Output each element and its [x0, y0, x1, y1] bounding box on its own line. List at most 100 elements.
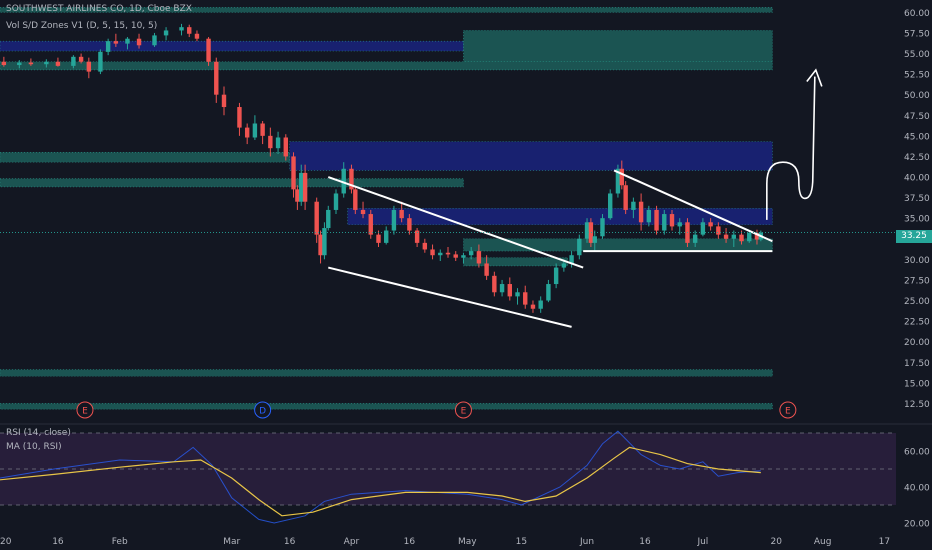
- candle-body-38: [349, 168, 354, 190]
- rsi-y-tick-label-1: 40.00: [904, 484, 930, 494]
- candle-body-72: [600, 218, 605, 237]
- sd-zone-11: [0, 403, 773, 410]
- rsi-y-tick-label-0: 60.00: [904, 448, 930, 458]
- candle-body-12: [136, 38, 142, 46]
- x-tick-label-11: Jul: [696, 537, 708, 547]
- sd-zone-10: [0, 369, 773, 377]
- y-tick-label-18: 15.00: [904, 379, 930, 389]
- y-tick-label-13: 27.50: [904, 276, 930, 286]
- sd-zone-4: [289, 141, 773, 171]
- sd-zone-border-8: [463, 238, 773, 252]
- sd-zone-5: [0, 152, 290, 163]
- x-tick-label-12: 20: [771, 537, 783, 547]
- candle-body-53: [461, 255, 466, 258]
- candle-body-48: [422, 242, 428, 250]
- x-tick-label-3: Mar: [223, 537, 240, 547]
- candle-body-76: [623, 185, 628, 210]
- candle-body-49: [430, 249, 435, 256]
- sd-zone-1: [0, 41, 464, 52]
- candle-body-68: [577, 238, 582, 256]
- candle-body-54: [468, 251, 474, 256]
- candle-body-30: [299, 172, 304, 202]
- candle-body-4: [55, 61, 61, 66]
- y-tick-label-12: 30.00: [904, 256, 930, 266]
- sd-zone-9: [463, 257, 568, 266]
- y-tick-label-17: 17.50: [904, 359, 930, 369]
- candle-body-91: [739, 234, 744, 242]
- x-tick-label-7: May: [458, 537, 477, 547]
- event-marker-0: [76, 401, 94, 419]
- candle-body-8: [98, 51, 103, 72]
- candle-body-77: [631, 201, 636, 210]
- candle-body-78: [638, 201, 644, 223]
- candle-body-55: [476, 251, 482, 264]
- x-tick-label-6: 16: [404, 537, 416, 547]
- candle-body-25: [268, 135, 273, 149]
- candle-body-66: [561, 263, 567, 268]
- indicator-legend[interactable]: Vol S/D Zones V1 (D, 5, 15, 10, 5): [6, 21, 158, 31]
- sd-zone-3: [0, 61, 773, 70]
- candle-body-34: [322, 228, 327, 256]
- trendline-0: [327, 176, 584, 269]
- trendline-1: [328, 266, 572, 328]
- x-tick-label-8: 15: [516, 537, 527, 547]
- candle-body-60: [515, 292, 520, 297]
- sd-zone-border-11: [0, 403, 773, 410]
- x-tick-label-4: 16: [284, 537, 296, 547]
- candle-body-10: [113, 41, 119, 44]
- rsi-y-tick-label-2: 20.00: [904, 520, 930, 530]
- y-tick-label-8: 40.00: [904, 174, 930, 184]
- candle-body-59: [507, 284, 512, 297]
- candle-body-32: [314, 201, 319, 235]
- y-tick-label-16: 20.00: [904, 338, 930, 348]
- last-price-tag: 33.25: [896, 230, 932, 243]
- candle-body-20: [221, 94, 227, 108]
- candle-body-83: [677, 222, 682, 227]
- candle-body-81: [662, 214, 667, 231]
- y-tick-label-9: 37.50: [904, 194, 930, 204]
- ma-legend[interactable]: MA (10, RSI): [6, 442, 62, 452]
- sd-zone-6: [0, 178, 464, 187]
- candle-body-22: [244, 127, 250, 138]
- candle-body-73: [608, 193, 613, 219]
- candle-body-19: [214, 61, 219, 95]
- sd-zone-border-5: [0, 152, 290, 163]
- x-tick-label-5: Apr: [344, 537, 360, 547]
- candle-body-65: [553, 267, 559, 285]
- candle-body-7: [86, 61, 92, 72]
- y-tick-label-19: 12.50: [904, 400, 930, 410]
- candle-body-23: [252, 123, 258, 138]
- candle-body-6: [78, 56, 84, 62]
- candle-body-3: [44, 61, 49, 65]
- candle-body-63: [538, 300, 543, 309]
- candle-body-29: [295, 189, 300, 202]
- symbol-legend[interactable]: SOUTHWEST AIRLINES CO, 1D, Cboe BZX: [6, 4, 192, 14]
- candle-body-50: [438, 252, 443, 256]
- candle-body-89: [723, 234, 729, 239]
- rsi-legend[interactable]: RSI (14, close): [6, 428, 71, 438]
- candle-body-62: [530, 304, 536, 309]
- event-marker-1: [254, 401, 272, 419]
- candle-body-71: [592, 236, 597, 243]
- candle-body-93: [754, 232, 760, 240]
- candle-body-36: [333, 193, 339, 210]
- event-marker-label-3: E: [785, 406, 791, 416]
- candle-body-82: [669, 214, 675, 227]
- candle-body-43: [384, 230, 389, 243]
- y-tick-label-10: 35.00: [904, 215, 930, 225]
- sd-zone-2: [463, 30, 773, 62]
- candle-body-37: [341, 168, 346, 194]
- candle-body-47: [414, 230, 420, 243]
- candle-body-17: [194, 33, 200, 39]
- candle-body-90: [731, 234, 736, 239]
- candle-body-51: [445, 252, 451, 255]
- y-tick-label-3: 52.50: [904, 71, 930, 81]
- projection-path: [766, 76, 816, 220]
- y-tick-label-1: 57.50: [904, 29, 930, 39]
- trendline-2: [613, 169, 773, 243]
- candle-body-86: [700, 222, 706, 235]
- candle-body-21: [237, 107, 242, 128]
- x-tick-label-0: 2020: [0, 537, 12, 547]
- candle-body-2: [28, 62, 34, 65]
